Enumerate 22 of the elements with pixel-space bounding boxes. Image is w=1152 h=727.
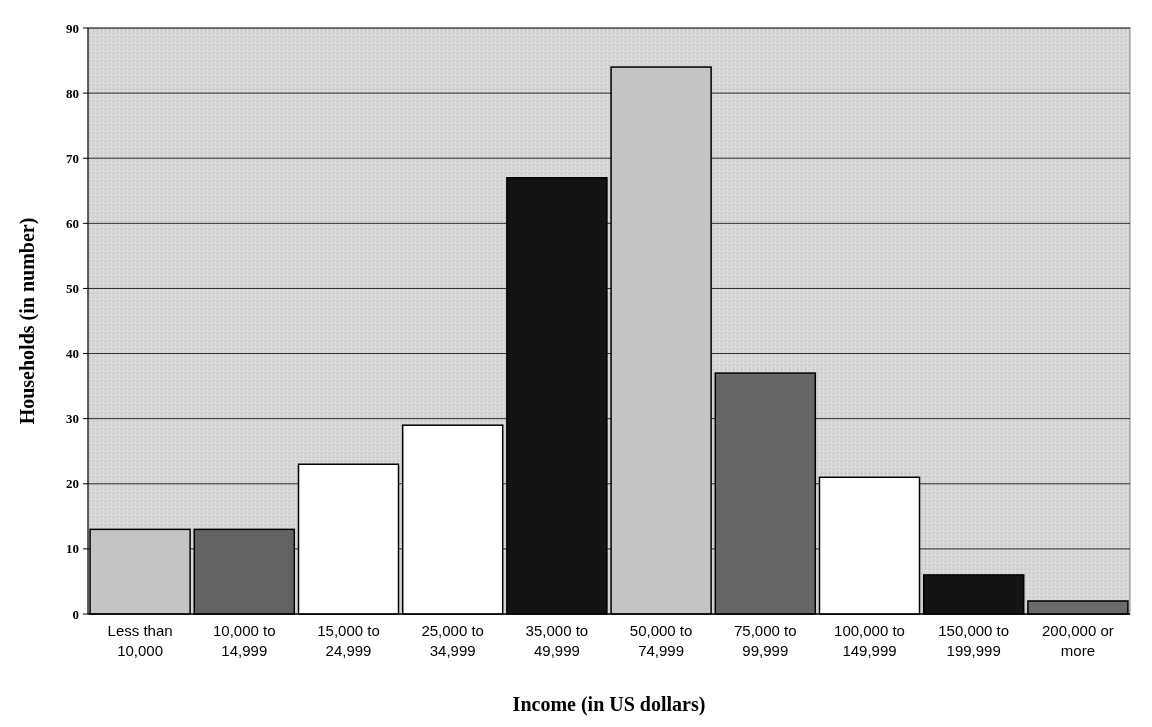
x-tick-label: 100,000 to 149,999: [834, 622, 905, 659]
x-tick-label: 150,000 to 199,999: [938, 622, 1010, 659]
x-tick-label: 15,000 to 24,999: [317, 622, 380, 659]
x-tick-label: 75,000 to 99,999: [734, 622, 797, 659]
y-tick-label: 20: [66, 476, 79, 492]
y-axis-title: Households (in number): [16, 217, 39, 425]
y-tick-label: 40: [66, 346, 79, 362]
y-tick-label: 30: [66, 411, 79, 427]
x-tick-label: 50,000 to 74,999: [629, 622, 693, 659]
y-tick-label: 70: [66, 150, 79, 166]
y-tick-label: 60: [66, 215, 79, 231]
x-tick-label: Less than 10,000: [107, 622, 173, 659]
y-tick-label: 0: [72, 606, 79, 622]
y-tick-label: 50: [66, 280, 79, 296]
y-tick-label: 90: [66, 20, 79, 36]
y-tick-label: 10: [66, 541, 79, 557]
x-axis-title: Income (in US dollars): [512, 693, 706, 716]
x-tick-label: 200,000 or more: [1042, 622, 1114, 659]
x-tick-label: 35,000 to 49,999: [525, 622, 589, 659]
x-tick-label: 10,000 to 14,999: [213, 622, 276, 659]
y-tick-label: 80: [66, 85, 79, 101]
x-tick-label: 25,000 to 34,999: [421, 622, 484, 659]
